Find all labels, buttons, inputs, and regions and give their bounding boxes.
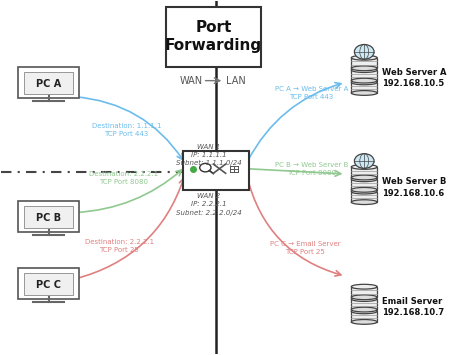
Text: Destination: 2.2.2.1
TCP Port 8080: Destination: 2.2.2.1 TCP Port 8080 [89, 170, 158, 185]
Ellipse shape [351, 320, 377, 324]
Text: WAN: WAN [180, 76, 202, 86]
Ellipse shape [351, 284, 377, 289]
Text: WAN 1
IP: 1.1.1.1
Subnet: 1.1.1.0/24: WAN 1 IP: 1.1.1.1 Subnet: 1.1.1.0/24 [176, 144, 242, 166]
Ellipse shape [351, 309, 377, 314]
Text: PC B → Web Server B
TCP Port 8080: PC B → Web Server B TCP Port 8080 [275, 162, 348, 176]
Bar [351, 70, 377, 81]
FancyBboxPatch shape [24, 206, 73, 228]
Ellipse shape [351, 200, 377, 204]
Bar [351, 287, 377, 297]
FancyBboxPatch shape [18, 201, 79, 232]
FancyBboxPatch shape [183, 151, 249, 190]
Text: LAN: LAN [226, 76, 246, 86]
Ellipse shape [351, 80, 377, 85]
Ellipse shape [351, 307, 377, 312]
Ellipse shape [351, 78, 377, 83]
Text: Port
Forwarding: Port Forwarding [165, 20, 262, 53]
Ellipse shape [351, 187, 377, 192]
Circle shape [200, 163, 211, 172]
Ellipse shape [351, 68, 377, 72]
Ellipse shape [351, 66, 377, 71]
FancyBboxPatch shape [166, 7, 261, 66]
Text: Destination: 1.1.1.1
TCP Port 443: Destination: 1.1.1.1 TCP Port 443 [91, 123, 161, 137]
Ellipse shape [351, 165, 377, 169]
Text: Web Server B
192.168.10.6: Web Server B 192.168.10.6 [382, 177, 447, 198]
Bar [351, 299, 377, 310]
Bar [351, 179, 377, 190]
Text: PC C: PC C [36, 280, 61, 290]
Ellipse shape [351, 175, 377, 180]
Ellipse shape [351, 189, 377, 194]
FancyBboxPatch shape [24, 72, 73, 94]
Text: Email Server
192.168.10.7: Email Server 192.168.10.7 [382, 296, 444, 317]
Bar [351, 311, 377, 322]
FancyBboxPatch shape [18, 67, 79, 98]
Ellipse shape [351, 295, 377, 300]
FancyBboxPatch shape [18, 268, 79, 299]
FancyBboxPatch shape [24, 273, 73, 295]
Text: PC B: PC B [36, 213, 61, 223]
Text: PC A: PC A [36, 79, 61, 89]
Bar [351, 192, 377, 202]
Bar [351, 82, 377, 93]
Circle shape [355, 154, 374, 168]
Bar [351, 167, 377, 178]
Ellipse shape [351, 91, 377, 95]
Bar [351, 58, 377, 68]
Text: Destination: 2.2.2.1
TCP Port 25: Destination: 2.2.2.1 TCP Port 25 [85, 239, 154, 253]
Ellipse shape [351, 55, 377, 60]
Circle shape [355, 44, 374, 59]
Text: WAN 2
IP: 2.2.2.1
Subnet: 2.2.2.0/24: WAN 2 IP: 2.2.2.1 Subnet: 2.2.2.0/24 [176, 193, 242, 215]
Text: Web Server A
192.168.10.5: Web Server A 192.168.10.5 [382, 67, 447, 88]
Text: PC C → Email Server
TCP Port 25: PC C → Email Server TCP Port 25 [270, 241, 341, 255]
Text: PC A → Web Server A
TCP Port 443: PC A → Web Server A TCP Port 443 [275, 86, 348, 100]
Ellipse shape [351, 297, 377, 301]
Ellipse shape [351, 177, 377, 182]
